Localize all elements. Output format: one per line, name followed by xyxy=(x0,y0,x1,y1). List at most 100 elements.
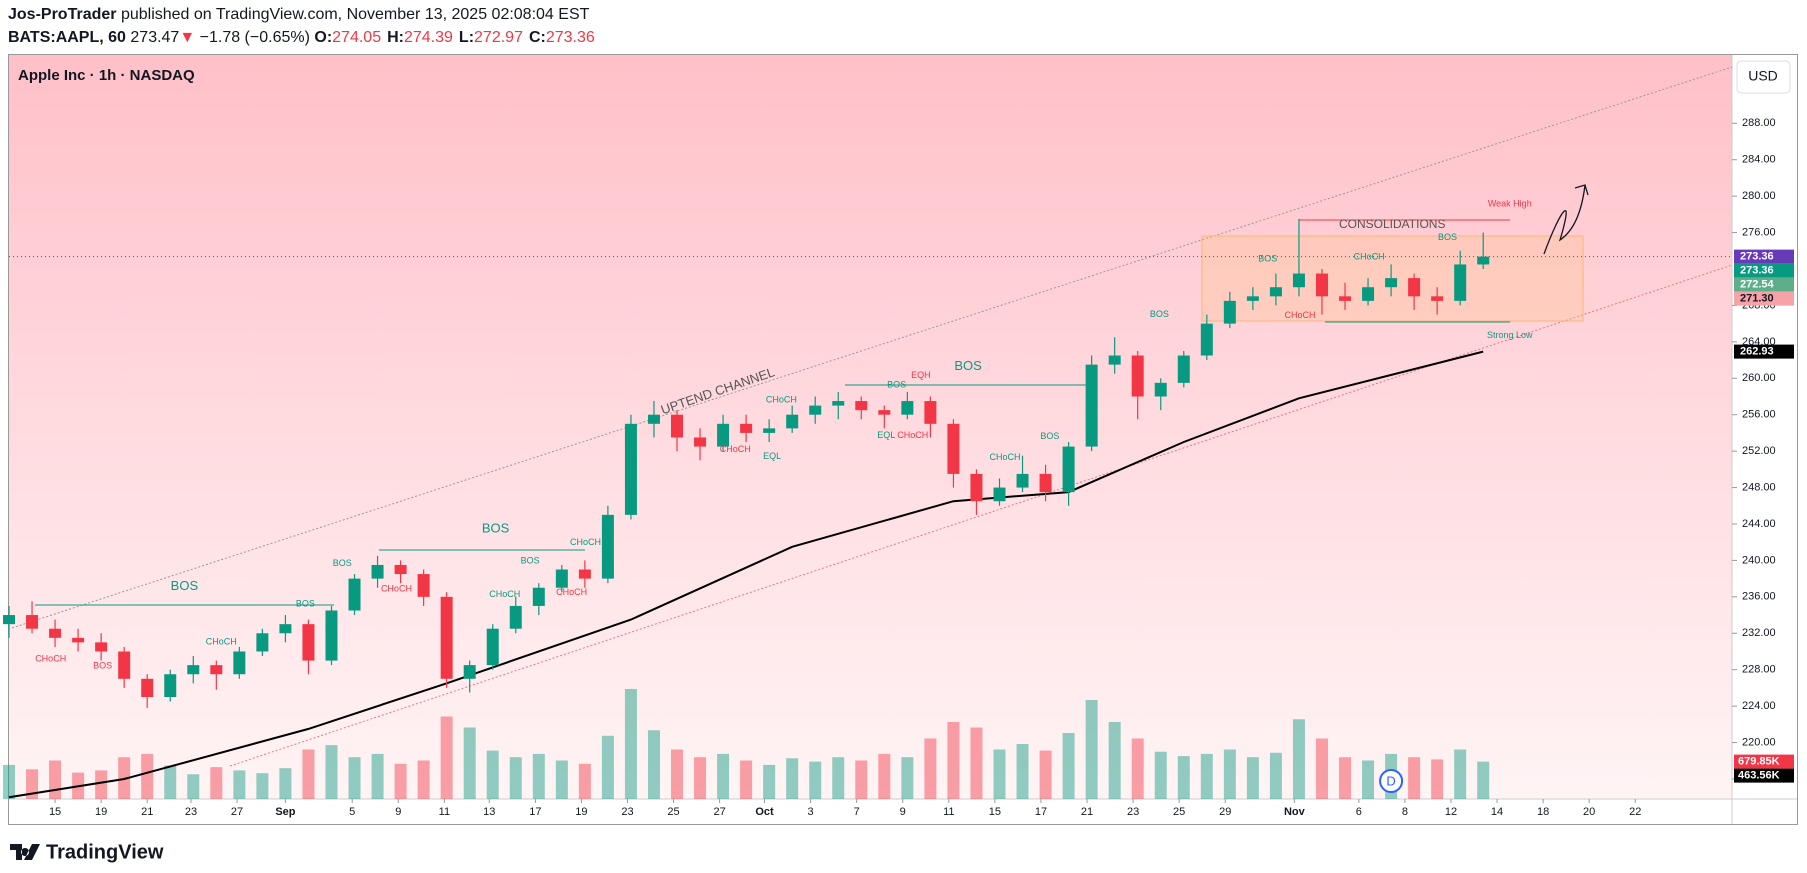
candle-body xyxy=(1269,287,1282,297)
volume-bar xyxy=(210,767,223,799)
volume-bar xyxy=(601,735,614,799)
candle-body xyxy=(463,665,476,679)
candle-body xyxy=(1339,296,1352,301)
price-marker-label: 272.54 xyxy=(1740,279,1775,291)
x-tick-label: 29 xyxy=(1219,806,1231,818)
annotation: BOS xyxy=(333,558,352,568)
annotation: CHoCH xyxy=(766,394,797,404)
x-tick-label: 23 xyxy=(621,806,633,818)
y-tick-label: 244.00 xyxy=(1742,518,1776,530)
annotation: BOS xyxy=(1438,232,1457,242)
volume-bar xyxy=(1246,757,1259,799)
y-tick-label: 256.00 xyxy=(1742,409,1776,421)
volume-bar xyxy=(924,738,937,799)
candle-body xyxy=(1223,300,1236,324)
volume-bar xyxy=(947,722,960,799)
volume-bar xyxy=(509,757,522,799)
candle-body xyxy=(1039,473,1052,493)
candle-body xyxy=(187,665,200,675)
volume-bar xyxy=(141,753,154,799)
candle-body xyxy=(1016,473,1029,488)
x-tick-label: 23 xyxy=(1127,806,1139,818)
volume-bar xyxy=(95,770,108,799)
volume-bar xyxy=(1362,760,1375,799)
volume-bar xyxy=(832,757,845,799)
volume-bar xyxy=(993,749,1006,799)
annotation: CHoCH xyxy=(35,654,66,664)
volume-bar xyxy=(1223,749,1236,799)
x-tick-label: 11 xyxy=(439,806,450,818)
volume-bar xyxy=(1200,753,1213,799)
volume-bar xyxy=(1477,761,1490,799)
change: −1.78 (−0.65%) xyxy=(199,29,310,46)
volume-bar xyxy=(1039,750,1052,799)
ohlc-value: 274.05 xyxy=(332,29,382,46)
candle-body xyxy=(647,414,660,424)
volume-bar xyxy=(440,716,453,799)
candle-body xyxy=(141,678,154,698)
chart-title: Apple Inc · 1h · NASDAQ xyxy=(18,67,195,84)
candle-body xyxy=(72,637,85,643)
annotation: BOS xyxy=(171,578,199,593)
candle-body xyxy=(1292,273,1305,288)
frame xyxy=(8,54,1798,825)
volume-bar xyxy=(647,730,660,799)
annotation: CHoCH xyxy=(1285,310,1316,320)
candle-body xyxy=(1385,278,1398,288)
annotation: BOS xyxy=(521,556,540,566)
volume-bar xyxy=(1177,756,1190,799)
volume-bar xyxy=(3,764,15,799)
volume-bar xyxy=(1131,738,1144,799)
candle-body xyxy=(601,514,614,579)
symbol-line: BATS:AAPL, 60 273.47▼ −1.78 (−0.65%) O:2… xyxy=(8,29,601,47)
candle-body xyxy=(256,633,269,652)
annotation: CHoCH xyxy=(897,430,928,440)
candle-body xyxy=(878,410,891,415)
y-tick-label: 248.00 xyxy=(1742,481,1776,493)
volume-bar xyxy=(763,764,776,799)
y-tick-label: 288.00 xyxy=(1742,117,1776,129)
candle-body xyxy=(1431,296,1444,301)
x-tick-label: 19 xyxy=(575,806,587,818)
volume-bar xyxy=(463,727,476,799)
ohlc-value: 273.36 xyxy=(545,29,595,46)
candle-body xyxy=(325,610,338,661)
x-tick-label: 15 xyxy=(989,806,1001,818)
price-marker-label: 273.36 xyxy=(1740,251,1774,263)
currency-box[interactable] xyxy=(1736,60,1791,94)
candle-body xyxy=(1131,355,1144,397)
candle-body xyxy=(855,401,868,411)
volume-marker-label: 679.85K xyxy=(1738,756,1780,768)
drawings xyxy=(11,66,1733,767)
price-marker xyxy=(1734,291,1794,306)
volume-marker xyxy=(1734,754,1794,769)
volume-bar xyxy=(1016,744,1029,799)
logo-mark xyxy=(10,844,40,860)
volume-bar xyxy=(256,773,269,799)
candle-body xyxy=(164,674,177,698)
volume-bar xyxy=(532,753,545,799)
y-tick-label: 280.00 xyxy=(1742,190,1776,202)
x-tick-label: 12 xyxy=(1445,806,1457,818)
annotation: EQH xyxy=(911,370,931,380)
channel-upper xyxy=(11,66,1733,629)
x-tick-label: 19 xyxy=(95,806,107,818)
candle-body xyxy=(1177,355,1190,383)
annotation: BOS xyxy=(296,598,315,608)
price-marker xyxy=(1734,277,1794,292)
volume-bar xyxy=(970,727,983,799)
annotation: CHoCH xyxy=(381,583,412,593)
candle-body xyxy=(1246,296,1259,301)
x-tick-label: 20 xyxy=(1583,806,1595,818)
candle-body xyxy=(1085,364,1098,447)
currency[interactable]: USD xyxy=(1748,68,1778,84)
x-tick-label: 17 xyxy=(1035,806,1047,818)
x-tick-label: Oct xyxy=(755,806,774,818)
annotation: CHoCH xyxy=(720,444,751,454)
volume-bar xyxy=(394,763,407,799)
x-tick-label: 21 xyxy=(141,806,153,818)
brand-logo: TradingView xyxy=(10,841,164,863)
price-marker xyxy=(1734,344,1794,359)
annotation: BOS xyxy=(93,661,112,671)
